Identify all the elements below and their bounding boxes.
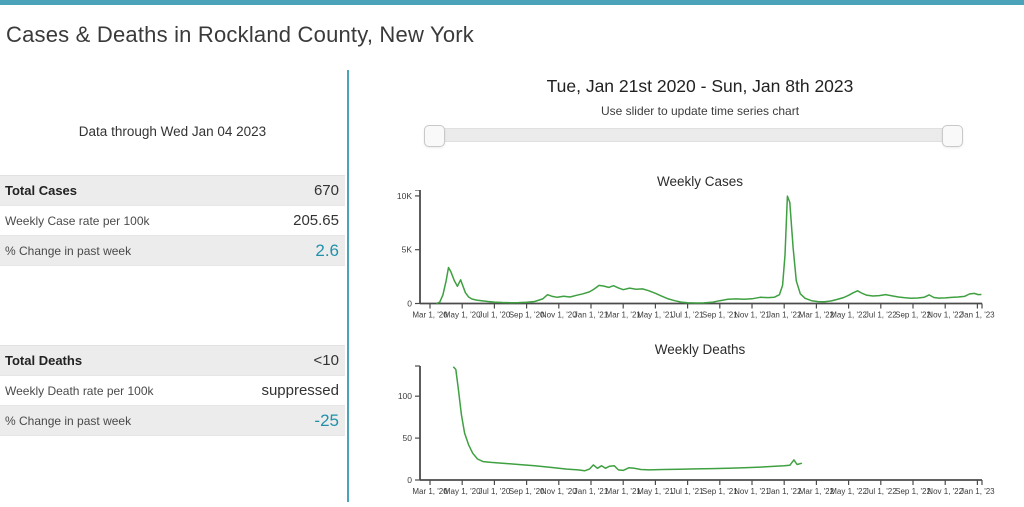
slider-track[interactable] (426, 128, 960, 142)
time-range-slider (350, 124, 1024, 148)
cases-stats-table: Total Cases 670 Weekly Case rate per 100… (0, 175, 345, 266)
svg-text:Jul 1, '20: Jul 1, '20 (479, 487, 511, 496)
svg-text:0: 0 (407, 299, 412, 309)
page-title: Cases & Deaths in Rockland County, New Y… (6, 22, 474, 47)
weekly-cases-chart: Weekly Cases 0 5K 10K Mar 1, '20 May 1, '20 J… (350, 174, 1024, 340)
stats-panel: Data through Wed Jan 04 2023 Total Cases… (0, 70, 345, 507)
weekly-cases-plot: 0 5K 10K Mar 1, '20 May 1, '20 Jul 1, '20 Sep … (350, 190, 1024, 340)
stat-label: Weekly Death rate per 100k (5, 383, 154, 398)
stat-label: Weekly Case rate per 100k (5, 213, 150, 228)
svg-text:Sep 1, '20: Sep 1, '20 (509, 487, 545, 496)
chart-title: Weekly Cases (656, 174, 744, 189)
stat-value: <10 (313, 352, 339, 369)
svg-text:5K: 5K (402, 245, 413, 255)
stat-label: % Change in past week (5, 413, 132, 428)
stat-label: % Change in past week (5, 243, 132, 258)
svg-text:Nov 1, '21: Nov 1, '21 (734, 487, 770, 496)
svg-text:Sep 1, '20: Sep 1, '20 (509, 311, 545, 320)
case-pct-change-row: % Change in past week 2.6 (0, 236, 345, 266)
svg-text:May 1, '22: May 1, '22 (830, 311, 867, 320)
svg-text:Jan 1, '23: Jan 1, '23 (960, 311, 995, 320)
stat-value: 205.65 (293, 212, 339, 229)
svg-text:Jan 1, '22: Jan 1, '22 (767, 311, 802, 320)
svg-text:Jul 1, '22: Jul 1, '22 (865, 487, 897, 496)
svg-text:Mar 1, '21: Mar 1, '21 (606, 311, 642, 320)
svg-text:Nov 1, '22: Nov 1, '22 (927, 487, 963, 496)
weekly-deaths-chart: Weekly Deaths 0 50 100 Mar 1, '20 May 1, '20… (350, 342, 1024, 507)
svg-text:50: 50 (403, 433, 413, 443)
weekly-deaths-plot: 0 50 100 Mar 1, '20 May 1, '20 Jul 1, '20 Sep … (350, 358, 1024, 507)
slider-handle-left[interactable] (424, 125, 445, 147)
svg-text:Mar 1, '20: Mar 1, '20 (412, 487, 448, 496)
svg-text:Jan 1, '23: Jan 1, '23 (960, 487, 995, 496)
total-cases-row: Total Cases 670 (0, 176, 345, 206)
svg-text:Sep 1, '22: Sep 1, '22 (895, 487, 931, 496)
time-series-panel: Tue, Jan 21st 2020 - Sun, Jan 8th 2023 U… (350, 70, 1024, 507)
stat-label: Total Deaths (5, 353, 83, 368)
svg-text:Jul 1, '20: Jul 1, '20 (479, 311, 511, 320)
svg-text:May 1, '20: May 1, '20 (444, 311, 481, 320)
svg-text:Jan 1, '21: Jan 1, '21 (574, 311, 609, 320)
stat-label: Total Cases (5, 183, 78, 198)
date-range-title: Tue, Jan 21st 2020 - Sun, Jan 8th 2023 (546, 76, 854, 96)
svg-text:Jan 1, '22: Jan 1, '22 (767, 487, 802, 496)
stat-value: suppressed (261, 382, 339, 399)
data-through-label: Data through Wed Jan 04 2023 (78, 124, 267, 139)
chart-title: Weekly Deaths (654, 342, 746, 357)
svg-text:Mar 1, '22: Mar 1, '22 (799, 487, 835, 496)
svg-text:Mar 1, '22: Mar 1, '22 (799, 311, 835, 320)
svg-text:Nov 1, '20: Nov 1, '20 (541, 311, 577, 320)
svg-text:Mar 1, '21: Mar 1, '21 (606, 487, 642, 496)
death-pct-change-row: % Change in past week -25 (0, 406, 345, 436)
svg-text:May 1, '21: May 1, '21 (637, 311, 674, 320)
svg-text:Sep 1, '21: Sep 1, '21 (702, 487, 738, 496)
panel-divider (347, 70, 349, 502)
deaths-stats-table: Total Deaths <10 Weekly Death rate per 1… (0, 345, 345, 436)
svg-text:0: 0 (407, 475, 412, 485)
svg-text:Jul 1, '21: Jul 1, '21 (672, 311, 704, 320)
svg-text:Nov 1, '22: Nov 1, '22 (927, 311, 963, 320)
weekly-case-rate-row: Weekly Case rate per 100k 205.65 (0, 206, 345, 236)
stat-value-accent: -25 (314, 410, 339, 430)
slider-hint: Use slider to update time series chart (600, 104, 800, 118)
svg-text:May 1, '20: May 1, '20 (444, 487, 481, 496)
weekly-death-rate-row: Weekly Death rate per 100k suppressed (0, 376, 345, 406)
top-accent-bar (0, 0, 1024, 5)
svg-text:Sep 1, '21: Sep 1, '21 (702, 311, 738, 320)
svg-text:Jan 1, '21: Jan 1, '21 (574, 487, 609, 496)
stat-value-accent: 2.6 (315, 240, 339, 260)
slider-handle-right[interactable] (942, 125, 963, 147)
svg-text:Nov 1, '20: Nov 1, '20 (541, 487, 577, 496)
svg-text:May 1, '21: May 1, '21 (637, 487, 674, 496)
svg-text:Jul 1, '21: Jul 1, '21 (672, 487, 704, 496)
svg-text:Mar 1, '20: Mar 1, '20 (412, 311, 448, 320)
total-deaths-row: Total Deaths <10 (0, 346, 345, 376)
svg-text:10K: 10K (397, 191, 412, 201)
svg-text:Sep 1, '22: Sep 1, '22 (895, 311, 931, 320)
svg-text:Nov 1, '21: Nov 1, '21 (734, 311, 770, 320)
stat-value: 670 (313, 182, 339, 199)
svg-text:100: 100 (398, 391, 412, 401)
svg-text:Jul 1, '22: Jul 1, '22 (865, 311, 897, 320)
svg-text:May 1, '22: May 1, '22 (830, 487, 867, 496)
